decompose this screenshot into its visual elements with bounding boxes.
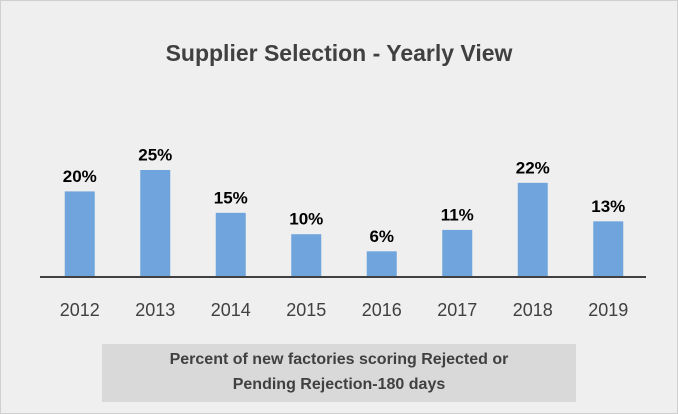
bar bbox=[140, 170, 171, 277]
value-label: 25% bbox=[138, 145, 172, 164]
value-label: 22% bbox=[516, 158, 550, 177]
x-tick-label: 2013 bbox=[135, 300, 175, 320]
value-label: 11% bbox=[441, 205, 474, 224]
bar bbox=[215, 212, 246, 277]
x-label-box bbox=[102, 344, 576, 402]
x-tick-label: 2017 bbox=[437, 300, 477, 320]
bar bbox=[366, 251, 397, 277]
x-tick-label: 2012 bbox=[60, 300, 100, 320]
value-label: 15% bbox=[214, 188, 248, 207]
chart-title: Supplier Selection - Yearly View bbox=[166, 40, 513, 66]
x-tick-label: 2019 bbox=[588, 300, 628, 320]
value-label: 10% bbox=[289, 210, 323, 229]
x-tick-label: 2018 bbox=[513, 300, 553, 320]
x-tick-label: 2015 bbox=[286, 300, 326, 320]
x-axis-label: Pending Rejection-180 days bbox=[233, 376, 446, 393]
bar bbox=[64, 191, 95, 277]
x-tick-label: 2016 bbox=[362, 300, 402, 320]
bar bbox=[291, 234, 322, 277]
value-label: 20% bbox=[63, 167, 97, 186]
value-label: 6% bbox=[369, 227, 394, 246]
value-label: 13% bbox=[591, 197, 625, 216]
x-tick-label: 2014 bbox=[211, 300, 251, 320]
x-axis-label: Percent of new factories scoring Rejecte… bbox=[170, 351, 509, 368]
bar bbox=[593, 221, 624, 277]
bar bbox=[517, 182, 548, 277]
bar bbox=[442, 229, 473, 277]
